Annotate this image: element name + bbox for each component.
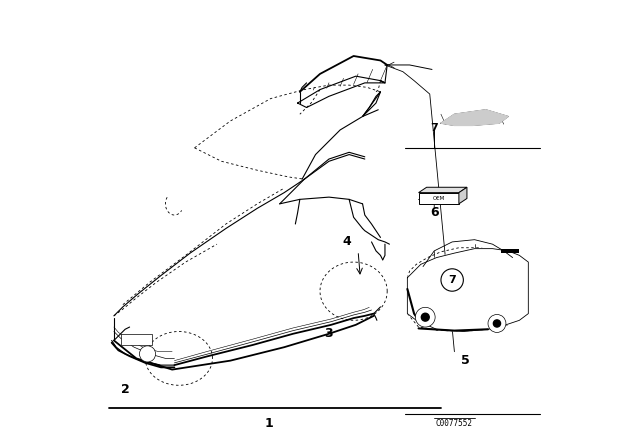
FancyBboxPatch shape (502, 249, 520, 253)
Polygon shape (419, 187, 467, 193)
Text: 2: 2 (121, 383, 129, 396)
Text: 7: 7 (430, 123, 438, 133)
Text: OEM: OEM (433, 196, 445, 201)
Polygon shape (459, 187, 467, 204)
Text: 6: 6 (430, 206, 438, 220)
Circle shape (140, 346, 156, 362)
Text: 5: 5 (461, 354, 470, 367)
Text: 1: 1 (264, 417, 273, 430)
Circle shape (441, 269, 463, 291)
Bar (419, 193, 459, 204)
Polygon shape (441, 110, 508, 125)
Text: 7: 7 (448, 275, 456, 285)
Circle shape (415, 307, 435, 327)
Circle shape (421, 313, 429, 321)
Circle shape (493, 320, 500, 327)
FancyBboxPatch shape (121, 334, 152, 345)
Text: C0077552: C0077552 (436, 419, 473, 428)
Text: 3: 3 (324, 327, 333, 340)
Circle shape (488, 314, 506, 332)
Polygon shape (407, 249, 529, 332)
Text: 4: 4 (342, 235, 351, 249)
